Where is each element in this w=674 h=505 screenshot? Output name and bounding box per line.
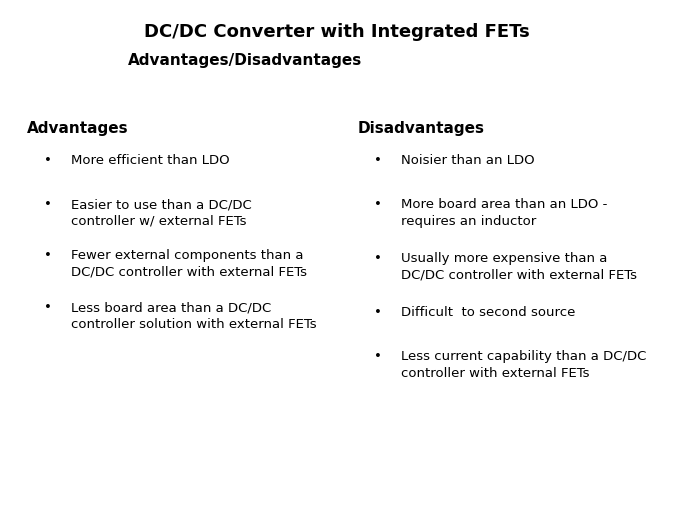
Text: •: • (374, 306, 382, 319)
Text: •: • (374, 349, 382, 363)
Text: Noisier than an LDO: Noisier than an LDO (401, 154, 534, 167)
Text: Less board area than a DC/DC
controller solution with external FETs: Less board area than a DC/DC controller … (71, 300, 316, 330)
Text: Less current capability than a DC/DC
controller with external FETs: Less current capability than a DC/DC con… (401, 349, 646, 379)
Text: •: • (374, 154, 382, 167)
Text: •: • (44, 300, 52, 314)
Text: Easier to use than a DC/DC
controller w/ external FETs: Easier to use than a DC/DC controller w/… (71, 198, 251, 227)
Text: Advantages/Disadvantages: Advantages/Disadvantages (128, 53, 363, 68)
Text: More board area than an LDO -
requires an inductor: More board area than an LDO - requires a… (401, 198, 607, 227)
Text: DC/DC Converter with Integrated FETs: DC/DC Converter with Integrated FETs (144, 23, 530, 41)
Text: •: • (44, 198, 52, 211)
Text: •: • (44, 154, 52, 167)
Text: •: • (374, 251, 382, 265)
Text: More efficient than LDO: More efficient than LDO (71, 154, 229, 167)
Text: Usually more expensive than a
DC/DC controller with external FETs: Usually more expensive than a DC/DC cont… (401, 251, 637, 281)
Text: •: • (44, 248, 52, 262)
Text: Disadvantages: Disadvantages (357, 121, 484, 136)
Text: Advantages: Advantages (27, 121, 129, 136)
Text: Fewer external components than a
DC/DC controller with external FETs: Fewer external components than a DC/DC c… (71, 248, 307, 278)
Text: Difficult  to second source: Difficult to second source (401, 306, 576, 319)
Text: •: • (374, 198, 382, 211)
